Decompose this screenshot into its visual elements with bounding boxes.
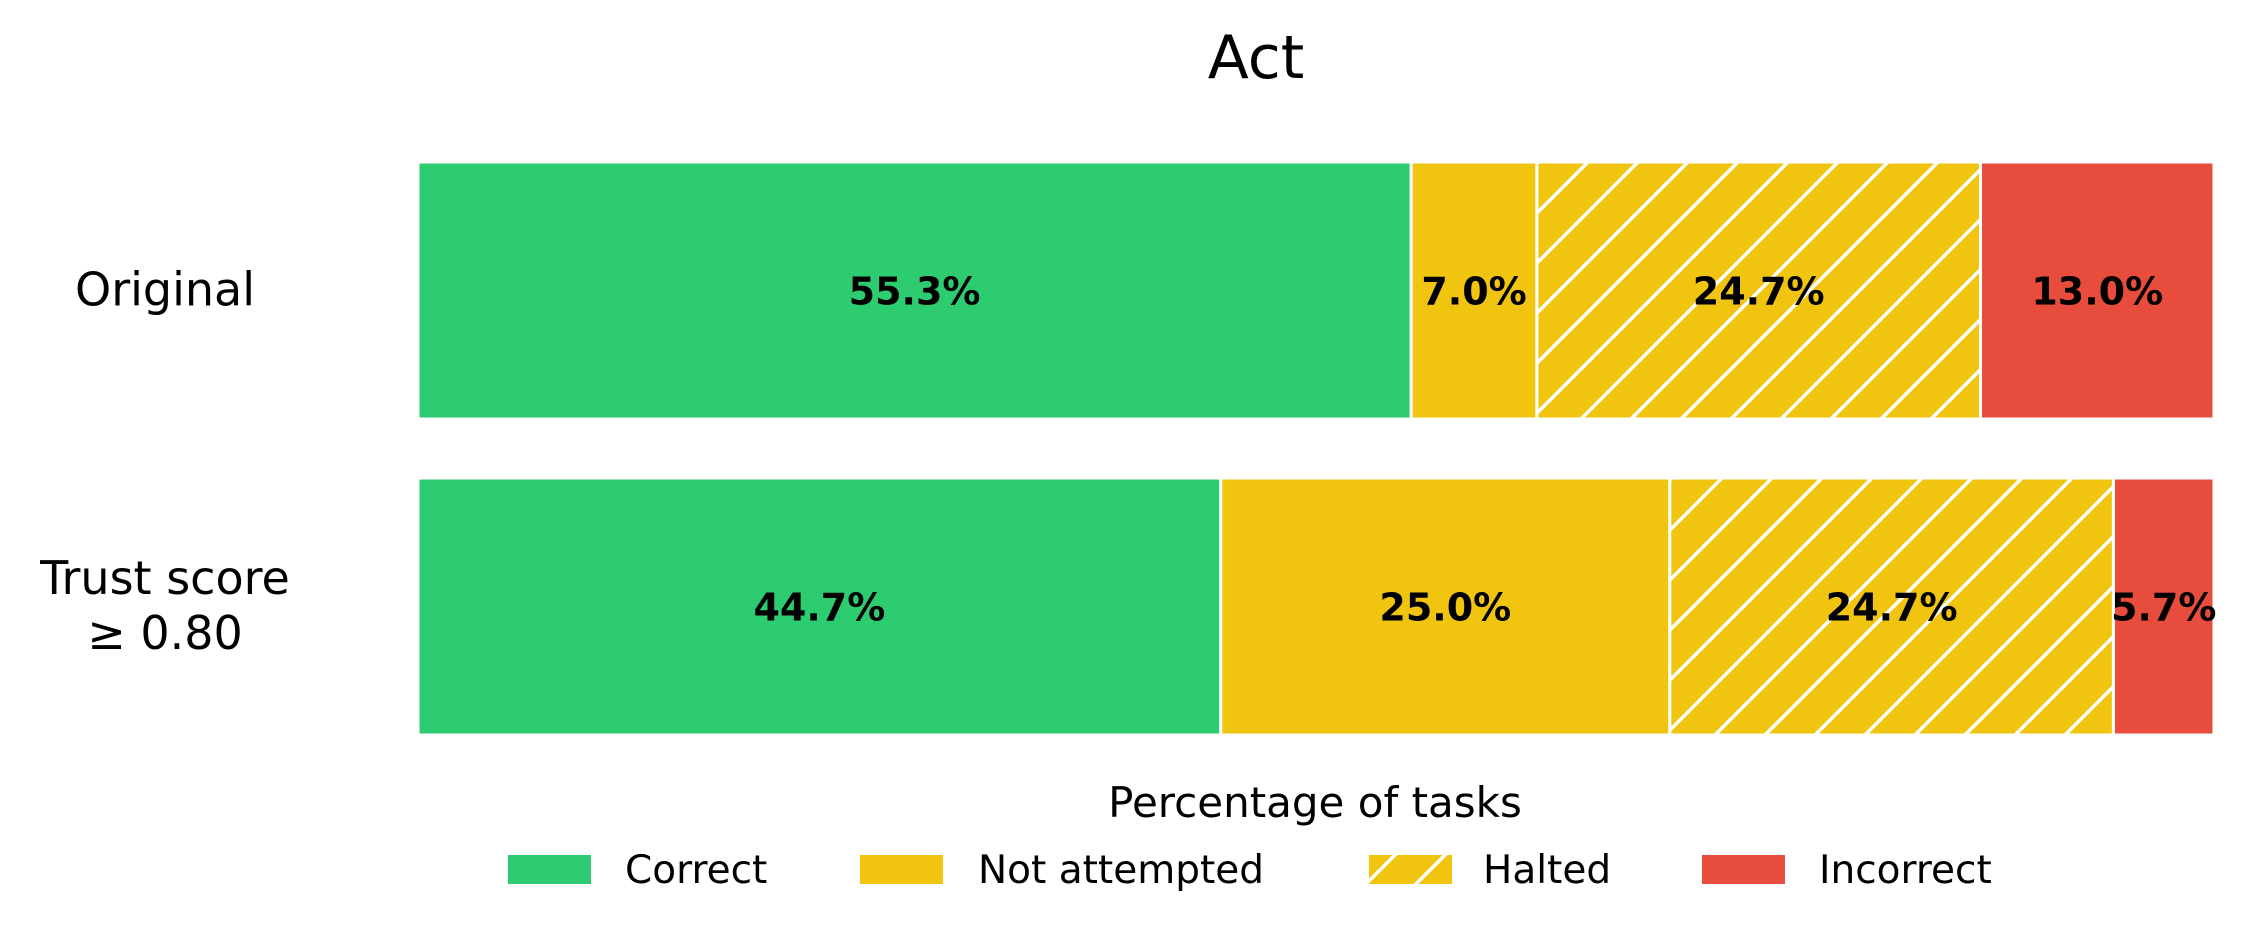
bar-correct-1 — [416, 476, 1223, 737]
category-labels: Original Trust score≥ 0.80 — [39, 263, 290, 661]
legend-swatch-correct — [508, 855, 591, 884]
legend-label: Not attempted — [978, 848, 1264, 893]
data-label: 24.7% — [1826, 586, 1958, 630]
legend-label: Halted — [1483, 848, 1611, 893]
data-label: 55.3% — [849, 270, 981, 314]
bar-correct-0 — [416, 160, 1413, 421]
data-label: 13.0% — [2031, 270, 2163, 314]
category-label: Original — [75, 263, 255, 317]
bar-incorrect-0 — [1979, 160, 2216, 421]
bar-not-attempted-0 — [1409, 160, 1539, 421]
legend-swatch-halted — [1369, 855, 1452, 884]
chart-title: Act — [1208, 23, 1305, 93]
data-label: 7.0% — [1421, 270, 1526, 314]
data-label: 24.7% — [1693, 270, 1825, 314]
data-label: 5.7% — [2111, 586, 2216, 630]
legend-swatch-not-attempted — [860, 855, 943, 884]
bar-halted-0 — [1535, 160, 1983, 421]
x-axis-label: Percentage of tasks — [1108, 778, 1522, 827]
legend-swatch-incorrect — [1702, 855, 1785, 884]
bar-not-attempted-1 — [1219, 476, 1672, 737]
legend-label: Correct — [625, 848, 767, 893]
category-label: Trust score — [39, 551, 290, 605]
data-label: 44.7% — [753, 586, 885, 630]
bars-group: 55.3% 7.0% 24.7% 13.0% 44.7% 25.0% 24.7% 5.7% — [416, 160, 2216, 737]
category-label: ≥ 0.80 — [87, 606, 243, 660]
data-label: 25.0% — [1379, 586, 1511, 630]
bar-incorrect-1 — [2111, 476, 2216, 737]
legend: Correct Not attempted Halted Incorrect — [508, 848, 1992, 893]
bar-halted-1 — [1668, 476, 2115, 737]
legend-label: Incorrect — [1819, 848, 1992, 893]
